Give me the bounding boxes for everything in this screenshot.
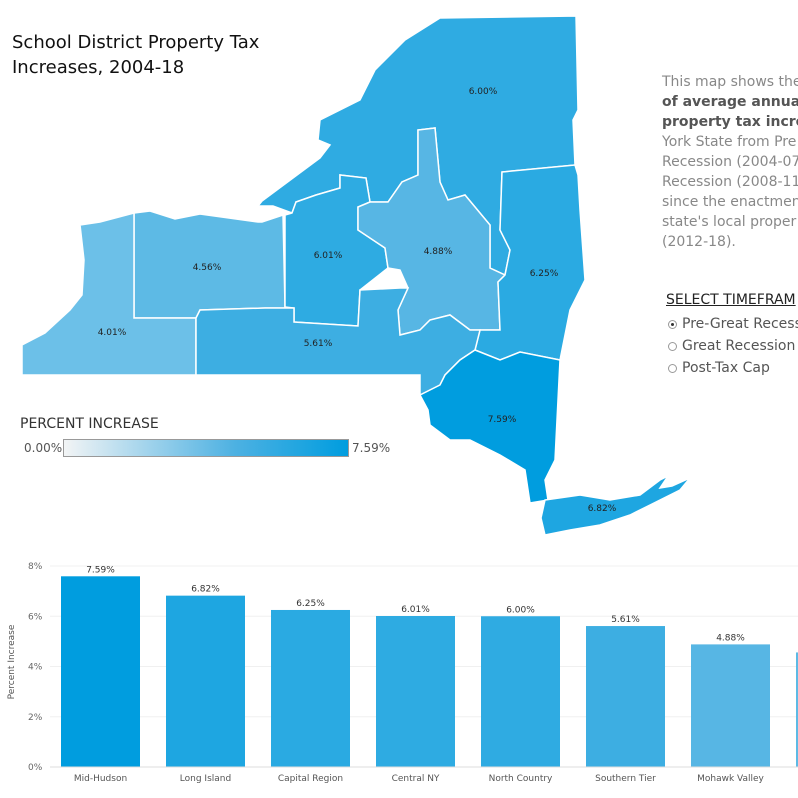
x-tick-label: Mohawk Valley: [697, 774, 764, 784]
timeframe-option-label: Pre-Great Recess: [682, 316, 798, 332]
x-tick-label: Mid-Hudson: [74, 774, 127, 784]
y-tick-label: 4%: [28, 663, 43, 673]
y-axis-label: Percent Increase: [7, 624, 17, 699]
bar-chart: Percent Increase 0% 2% 4% 6% 8% 7.59% Mid-Huds…: [7, 562, 798, 784]
map-region-finger-lakes[interactable]: [21, 212, 197, 376]
bar-mohawk-valley[interactable]: [691, 644, 770, 767]
desc-line-9: (2012-18).: [662, 234, 736, 250]
map-region-mid-hudson[interactable]: [418, 349, 561, 504]
timeframe-option-label: Post-Tax Cap: [682, 360, 770, 376]
timeframe-title: SELECT TIMEFRAM: [666, 292, 796, 308]
y-tick-label: 8%: [28, 562, 43, 572]
title-line-1: School District Property Tax: [12, 32, 260, 53]
desc-line-6: Recession (2008-11: [662, 174, 798, 190]
region-label-long-island: 6.82%: [588, 504, 617, 514]
region-label-mohawk-valley: 4.88%: [424, 247, 453, 257]
page-title: School District Property Tax Increases, …: [12, 30, 259, 80]
desc-line-7: since the enactmen: [662, 194, 798, 210]
bar-value-label: 5.61%: [611, 615, 640, 625]
region-label-central-ny: 6.01%: [314, 251, 343, 261]
timeframe-option-post-tax-cap[interactable]: Post-Tax Cap: [668, 360, 770, 376]
bar-north-country[interactable]: [481, 616, 560, 767]
region-label-finger-lakes: 4.01%: [98, 328, 127, 338]
region-label-southern-tier: 5.61%: [304, 339, 333, 349]
radio-icon[interactable]: [668, 363, 677, 373]
region-label-mid-hudson: 7.59%: [488, 415, 517, 425]
radio-selected-icon[interactable]: [668, 319, 677, 329]
timeframe-option-label: Great Recession: [682, 338, 796, 354]
map-region-long-island[interactable]: [540, 474, 691, 536]
bar-partial-offscreen[interactable]: [796, 652, 798, 767]
bar-southern-tier[interactable]: [586, 626, 665, 767]
legend-title: PERCENT INCREASE: [20, 416, 159, 432]
map-description: This map shows the of average annual s p…: [662, 72, 798, 252]
y-tick-label: 2%: [28, 713, 43, 723]
desc-line-3: property tax increa: [662, 114, 798, 130]
desc-line-2: of average annual s: [662, 94, 798, 110]
region-label-north-country: 6.00%: [469, 87, 498, 97]
bar-long-island[interactable]: [166, 595, 245, 767]
desc-line-1: This map shows the: [662, 74, 798, 90]
x-tick-label: Capital Region: [278, 774, 343, 784]
y-tick-label: 0%: [28, 763, 43, 773]
x-tick-label: Southern Tier: [595, 774, 656, 784]
legend-min-label: 0.00%: [24, 441, 63, 455]
bar-value-label: 6.82%: [191, 585, 220, 595]
region-label-capital-region: 6.25%: [530, 269, 559, 279]
y-tick-label: 6%: [28, 612, 43, 622]
title-line-2: Increases, 2004-18: [12, 57, 185, 78]
desc-line-8: state's local proper: [662, 214, 797, 230]
timeframe-option-pre-great-recession[interactable]: Pre-Great Recess: [668, 316, 798, 332]
bar-value-label: 7.59%: [86, 565, 115, 575]
new-york-map: 6.00% 4.56% 6.01% 4.88% 6.25% 4.01% 5.61…: [21, 15, 691, 536]
region-label-western-ny: 4.56%: [193, 263, 222, 273]
bar-value-label: 4.88%: [716, 633, 745, 643]
bar-capital-region[interactable]: [271, 609, 350, 767]
radio-icon[interactable]: [668, 341, 677, 351]
desc-line-4: York State from Pre: [662, 134, 797, 150]
bar-value-label: 6.01%: [401, 605, 430, 615]
bar-mid-hudson[interactable]: [61, 576, 140, 767]
timeframe-option-great-recession[interactable]: Great Recession: [668, 338, 795, 354]
legend-color-ramp: [63, 439, 349, 457]
x-tick-label: Long Island: [180, 774, 231, 784]
x-tick-label: North Country: [489, 774, 553, 784]
desc-line-5: Recession (2004-07: [662, 154, 798, 170]
bar-value-label: 6.25%: [296, 599, 325, 609]
bar-value-label: 6.00%: [506, 605, 535, 615]
x-tick-label: Central NY: [392, 774, 440, 784]
bar-central-ny[interactable]: [376, 615, 455, 767]
legend-max-label: 7.59%: [352, 441, 391, 455]
